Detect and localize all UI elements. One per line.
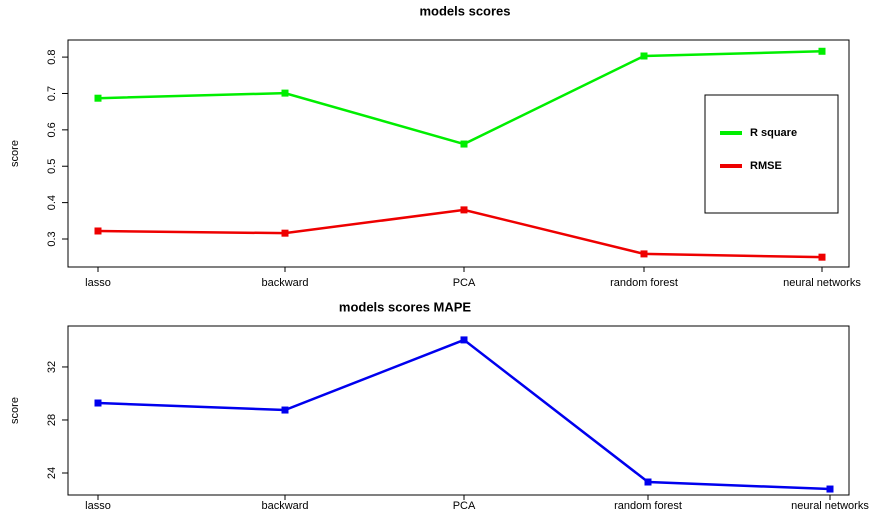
point	[818, 47, 826, 55]
point	[94, 227, 102, 235]
legend-label: R square	[750, 127, 797, 139]
y-tick-label: 0.6	[46, 122, 58, 137]
point	[818, 253, 826, 261]
y-axis-label: score	[9, 397, 21, 424]
y-tick-label: 24	[46, 467, 58, 479]
point	[460, 206, 468, 214]
point	[644, 478, 652, 486]
x-tick-label: backward	[261, 500, 308, 512]
x-tick-label: lasso	[85, 500, 111, 512]
legend-box	[704, 94, 839, 214]
y-tick-label: 0.3	[46, 231, 58, 246]
point	[460, 336, 468, 344]
series-line	[97, 338, 831, 491]
y-tick-label: 32	[46, 361, 58, 373]
point	[281, 406, 289, 414]
x-tick-label: neural networks	[791, 500, 869, 512]
point	[94, 94, 102, 102]
x-tick-label: PCA	[453, 277, 476, 289]
point	[640, 250, 648, 258]
series-line	[97, 208, 823, 259]
y-tick-label: 0.7	[46, 86, 58, 101]
chart-title: models scores	[419, 3, 510, 18]
point	[640, 52, 648, 60]
x-tick-label: PCA	[453, 500, 476, 512]
point	[460, 140, 468, 148]
plot-frame	[67, 325, 850, 496]
y-tick-label: 28	[46, 414, 58, 426]
x-tick-label: neural networks	[783, 277, 861, 289]
plot-frame	[67, 39, 850, 268]
y-axis-label: score	[9, 140, 21, 167]
x-tick-label: random forest	[614, 500, 682, 512]
y-tick-label: 0.4	[46, 195, 58, 210]
point	[94, 399, 102, 407]
point	[281, 89, 289, 97]
x-tick-label: backward	[261, 277, 308, 289]
y-tick-label: 0.5	[46, 159, 58, 174]
x-tick-label: random forest	[610, 277, 678, 289]
point	[281, 229, 289, 237]
y-tick-label: 0.8	[46, 49, 58, 64]
x-tick-label: lasso	[85, 277, 111, 289]
chart-title: models scores MAPE	[339, 299, 472, 314]
legend-label: RMSE	[750, 160, 782, 172]
point	[826, 485, 834, 493]
